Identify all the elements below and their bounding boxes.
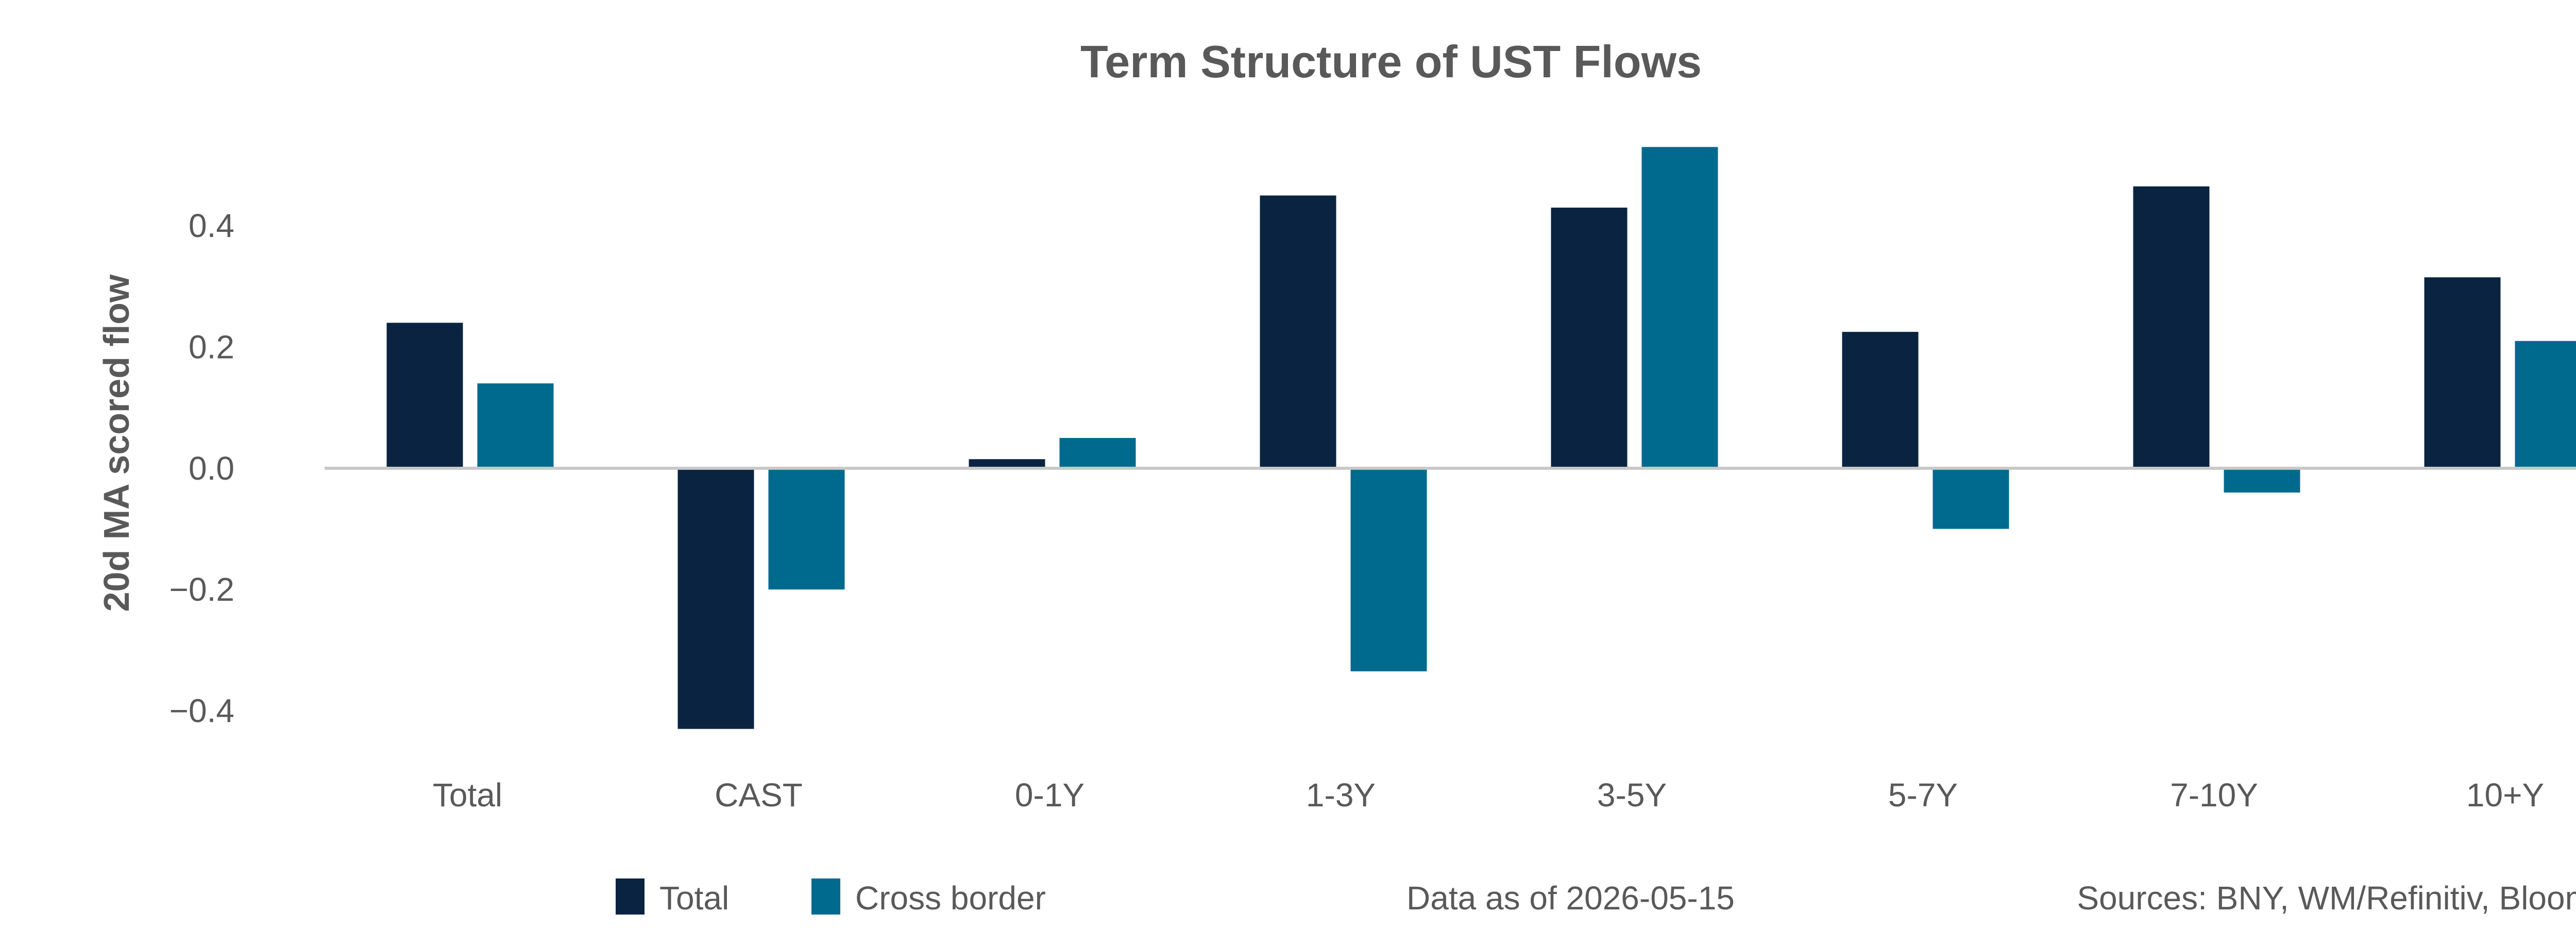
y-tick-label: −0.2: [170, 571, 234, 608]
data-as-of-note: Data as of 2026-05-15: [1406, 880, 1735, 917]
bar-cross-border-3-5y: [1642, 147, 1718, 468]
legend-label-cross-border: Cross border: [855, 880, 1046, 917]
bar-total-10-y: [2425, 277, 2501, 468]
bar-total-3-5y: [1551, 208, 1628, 468]
x-category-label: Total: [433, 776, 502, 814]
sources-note: Sources: BNY, WM/Refinitiv, Bloomberg: [2077, 880, 2576, 917]
bar-total-cast: [678, 468, 754, 729]
bar-total-total: [387, 323, 463, 468]
x-category-labels: Total CAST 0-1Y 1-3Y 3-5Y 5-7Y 7-10Y 10+Y: [433, 776, 2544, 814]
legend-swatch-total: [616, 878, 645, 915]
bar-cross-border-7-10y: [2224, 468, 2300, 493]
bar-cross-border-cast: [769, 468, 845, 589]
bar-cross-border-10-y: [2515, 341, 2576, 468]
bar-total-1-3y: [1260, 195, 1336, 468]
bar-cross-border-1-3y: [1351, 468, 1427, 671]
x-category-label: 1-3Y: [1306, 776, 1376, 814]
bar-total-5-7y: [1842, 332, 1919, 468]
x-category-label: 5-7Y: [1888, 776, 1958, 814]
chart-title: Term Structure of UST Flows: [1080, 36, 1702, 87]
legend-label-total: Total: [659, 880, 729, 917]
x-category-label: 3-5Y: [1597, 776, 1667, 814]
bars-layer: [387, 147, 2576, 729]
legend-swatch-cross-border: [811, 878, 840, 915]
bar-cross-border-total: [478, 383, 554, 468]
bar-total-7-10y: [2133, 187, 2210, 468]
y-axis-label: 20d MA scored flow: [96, 274, 137, 612]
y-tick-label: 0.2: [189, 329, 234, 366]
y-tick-label: 0.4: [189, 207, 234, 244]
bar-cross-border-5-7y: [1933, 468, 2009, 529]
x-category-label: 0-1Y: [1015, 776, 1084, 814]
y-tick-label: 0.0: [189, 450, 234, 487]
legend: Total Cross border: [616, 878, 1046, 917]
bar-cross-border-0-1y: [1060, 438, 1136, 468]
y-tick-label: −0.4: [170, 692, 234, 729]
x-category-label: 7-10Y: [2170, 776, 2258, 814]
x-category-label: 10+Y: [2466, 776, 2544, 814]
y-ticks: −0.4 −0.2 0.0 0.2 0.4: [170, 207, 234, 729]
x-category-label: CAST: [715, 776, 803, 814]
